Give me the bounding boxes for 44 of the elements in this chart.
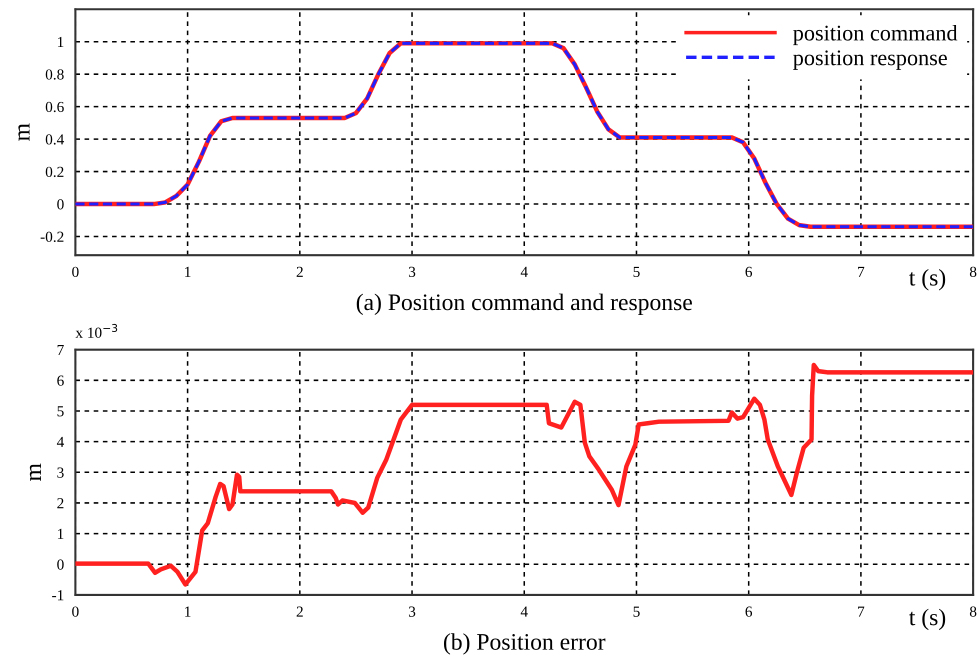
x-tick-label: 6	[746, 606, 752, 617]
x-axis-title: t (s)	[909, 269, 946, 290]
x-tick-label: 3	[408, 266, 416, 278]
y-tick-label: 4	[56, 436, 64, 447]
y-tick-label: 6	[57, 376, 64, 386]
x-tick-label: 4	[520, 606, 528, 617]
y-tick-label: 2	[57, 498, 64, 508]
y-tick-label: 5	[58, 406, 64, 416]
x-tick-label: 2	[296, 266, 303, 277]
x-tick-label: 3	[408, 606, 416, 617]
x-tick-label: 5	[634, 606, 640, 617]
text: (a) Position command and response	[356, 294, 692, 316]
x-tick-label: 1	[185, 606, 191, 617]
text: (b) Position error	[444, 633, 606, 655]
legend-label: position response	[793, 50, 947, 70]
y-tick-label: 1	[58, 36, 64, 48]
x-axis-title: t (s)	[909, 608, 946, 630]
y-axis-title: m	[30, 463, 41, 481]
y-tick-label: 3	[57, 467, 64, 478]
x-tick-label: 5	[634, 266, 640, 278]
y-tick-label: -1	[52, 590, 64, 600]
y-tick-label: 0.4	[46, 134, 64, 145]
y-tick-label: -0.2	[40, 232, 64, 242]
x-tick-label: 7	[858, 266, 864, 277]
x-tick-label: 0	[72, 266, 79, 278]
y-tick-label: 0.2	[46, 166, 64, 178]
x-tick-label: 7	[858, 606, 864, 617]
y-tick-label: 0	[57, 559, 64, 570]
x-tick-label: 8	[970, 266, 976, 278]
y-tick-label: 7	[58, 344, 64, 355]
legend-label: position command	[793, 24, 958, 46]
x-tick-label: 2	[296, 606, 303, 617]
x-tick-label: 0	[72, 606, 79, 617]
y-tick-label: 0	[57, 199, 64, 210]
y-tick-label: 1	[58, 528, 64, 539]
y-tick-label: 0.6	[46, 102, 64, 112]
y-axis-title: m	[18, 123, 30, 141]
x-tick-label: 1	[185, 266, 191, 277]
x-tick-label: 8	[970, 606, 976, 617]
y-tick-label: 0.8	[46, 69, 64, 80]
text: x 10$^{−3}$	[76, 324, 118, 338]
x-tick-label: 6	[746, 266, 752, 278]
x-tick-label: 4	[520, 266, 528, 277]
line-series	[75, 362, 974, 587]
